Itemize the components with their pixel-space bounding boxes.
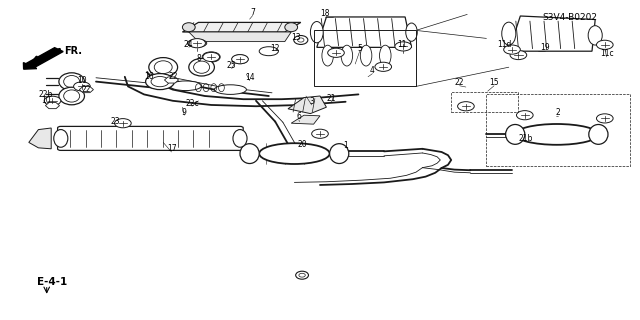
Text: FR.: FR. [64,45,82,56]
Ellipse shape [202,52,220,62]
Ellipse shape [170,81,202,91]
Ellipse shape [233,130,247,147]
Ellipse shape [148,58,178,77]
Ellipse shape [504,45,520,54]
Text: 15: 15 [489,78,499,87]
Ellipse shape [232,55,248,64]
Ellipse shape [506,124,525,144]
Ellipse shape [502,22,516,45]
Ellipse shape [588,26,602,45]
FancyBboxPatch shape [58,126,243,150]
Ellipse shape [189,39,205,48]
Text: 10: 10 [77,76,87,85]
Ellipse shape [395,42,412,51]
Polygon shape [29,128,51,149]
Ellipse shape [330,144,349,164]
Text: 13: 13 [291,33,301,42]
Ellipse shape [328,48,344,57]
Text: 6: 6 [296,112,301,121]
Text: 1: 1 [343,141,348,150]
Text: 22c: 22c [185,99,199,108]
Text: S3V4-B0202: S3V4-B0202 [542,13,597,22]
FancyArrow shape [24,48,63,69]
Ellipse shape [296,271,308,279]
Ellipse shape [516,111,533,120]
Text: 2: 2 [556,108,561,117]
Ellipse shape [380,45,391,66]
Ellipse shape [406,23,417,41]
Text: 23: 23 [110,117,120,126]
Text: 24: 24 [184,40,194,49]
Ellipse shape [74,82,90,91]
Ellipse shape [375,62,392,71]
Ellipse shape [294,36,308,44]
Text: 25: 25 [227,61,237,70]
Ellipse shape [59,73,84,91]
Ellipse shape [214,85,246,94]
Ellipse shape [596,114,613,123]
Text: 7: 7 [250,8,255,17]
Ellipse shape [44,96,61,105]
Ellipse shape [322,45,333,66]
Ellipse shape [515,124,598,145]
Text: 4: 4 [370,66,375,75]
Text: 20: 20 [297,140,307,149]
Text: 16: 16 [144,72,154,81]
Bar [451,92,518,112]
Text: 10: 10 [41,96,51,105]
Text: 21b: 21b [519,134,533,143]
Polygon shape [189,32,291,42]
Ellipse shape [182,23,195,32]
Ellipse shape [115,119,131,128]
Ellipse shape [259,47,278,56]
Text: E-4-1: E-4-1 [37,277,67,287]
Ellipse shape [54,130,68,147]
Ellipse shape [589,124,608,144]
Text: 14: 14 [244,73,255,82]
Ellipse shape [203,52,220,61]
Ellipse shape [310,21,323,43]
Text: 22: 22 [455,78,464,87]
Ellipse shape [240,144,259,164]
Text: 19: 19 [540,43,550,52]
Bar [486,94,630,166]
Ellipse shape [285,23,298,32]
Text: 22: 22 [82,85,91,94]
Text: 11: 11 [397,40,406,49]
Ellipse shape [360,45,372,66]
Bar [314,30,416,86]
Ellipse shape [189,59,214,76]
Text: 12: 12 [271,44,280,53]
Ellipse shape [188,39,207,47]
Polygon shape [164,77,179,83]
Polygon shape [45,102,60,109]
Text: 8: 8 [196,54,201,63]
Ellipse shape [146,74,174,90]
Ellipse shape [596,40,613,49]
Text: 21: 21 [327,94,336,103]
Ellipse shape [341,45,353,66]
Ellipse shape [458,102,474,111]
Polygon shape [79,86,93,93]
Text: 17: 17 [166,144,177,153]
Polygon shape [182,22,301,32]
Ellipse shape [259,143,330,164]
Ellipse shape [510,51,527,60]
Text: 18: 18 [321,9,330,18]
Polygon shape [291,115,320,124]
Ellipse shape [59,87,84,105]
Ellipse shape [232,55,248,64]
Polygon shape [317,17,412,47]
Text: 5: 5 [357,44,362,52]
Text: 9: 9 [182,108,187,116]
Text: 11d: 11d [497,40,511,49]
Text: 22: 22 [168,72,177,81]
Text: 3: 3 [309,97,314,106]
Polygon shape [509,16,595,51]
Text: 11c: 11c [600,49,614,58]
Ellipse shape [312,129,328,138]
Text: 22b: 22b [39,90,53,99]
Polygon shape [288,96,326,114]
